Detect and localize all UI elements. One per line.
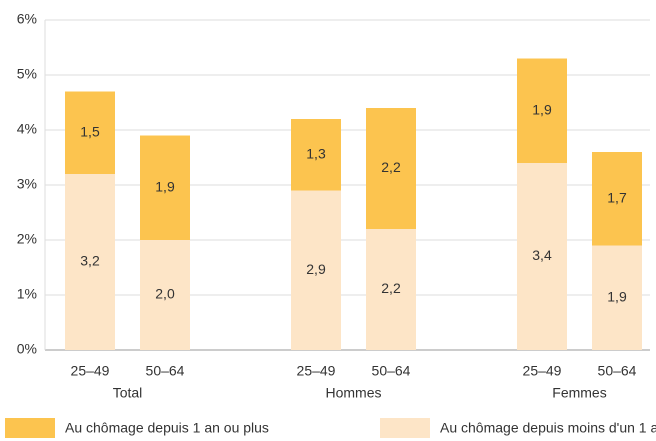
bar-segment bbox=[592, 152, 642, 246]
bar-segment bbox=[366, 229, 416, 350]
group-label: Total bbox=[113, 385, 143, 401]
y-tick-label: 5% bbox=[17, 66, 37, 82]
x-tick-label: 50–64 bbox=[598, 363, 637, 379]
legend-swatch bbox=[380, 418, 430, 438]
x-tick-label: 50–64 bbox=[146, 363, 185, 379]
y-tick-label: 6% bbox=[17, 11, 37, 27]
value-label: 1,5 bbox=[80, 123, 100, 139]
value-label: 1,9 bbox=[607, 288, 627, 304]
value-label: 3,4 bbox=[532, 247, 552, 263]
legend-label: Au chômage depuis 1 an ou plus bbox=[65, 420, 269, 436]
y-tick-label: 1% bbox=[17, 286, 37, 302]
value-label: 2,2 bbox=[381, 280, 401, 296]
y-tick-label: 4% bbox=[17, 121, 37, 137]
value-label: 3,2 bbox=[80, 253, 100, 269]
x-tick-label: 25–49 bbox=[71, 363, 110, 379]
legend-label: Au chômage depuis moins d'un 1 an bbox=[440, 420, 656, 436]
y-tick-label: 2% bbox=[17, 231, 37, 247]
bar-segment bbox=[366, 108, 416, 229]
legend-swatch bbox=[5, 418, 55, 438]
value-label: 2,0 bbox=[155, 286, 175, 302]
value-label: 1,7 bbox=[607, 189, 627, 205]
bar-segment bbox=[65, 174, 115, 350]
value-label: 2,2 bbox=[381, 159, 401, 175]
group-label: Hommes bbox=[325, 385, 381, 401]
value-label: 1,3 bbox=[306, 145, 326, 161]
bar-segment bbox=[291, 119, 341, 191]
bar-segment bbox=[291, 190, 341, 350]
x-tick-label: 50–64 bbox=[372, 363, 411, 379]
value-label: 2,9 bbox=[306, 261, 326, 277]
value-label: 1,9 bbox=[155, 178, 175, 194]
x-tick-label: 25–49 bbox=[523, 363, 562, 379]
y-tick-label: 0% bbox=[17, 341, 37, 357]
bar-segment bbox=[140, 240, 190, 350]
bar-segment bbox=[592, 245, 642, 350]
x-tick-label: 25–49 bbox=[297, 363, 336, 379]
bar-segment bbox=[65, 91, 115, 174]
value-label: 1,9 bbox=[532, 101, 552, 117]
group-label: Femmes bbox=[552, 385, 606, 401]
bar-segment bbox=[140, 135, 190, 240]
bar-segment bbox=[517, 58, 567, 163]
bar-segment bbox=[517, 163, 567, 350]
y-tick-label: 3% bbox=[17, 176, 37, 192]
